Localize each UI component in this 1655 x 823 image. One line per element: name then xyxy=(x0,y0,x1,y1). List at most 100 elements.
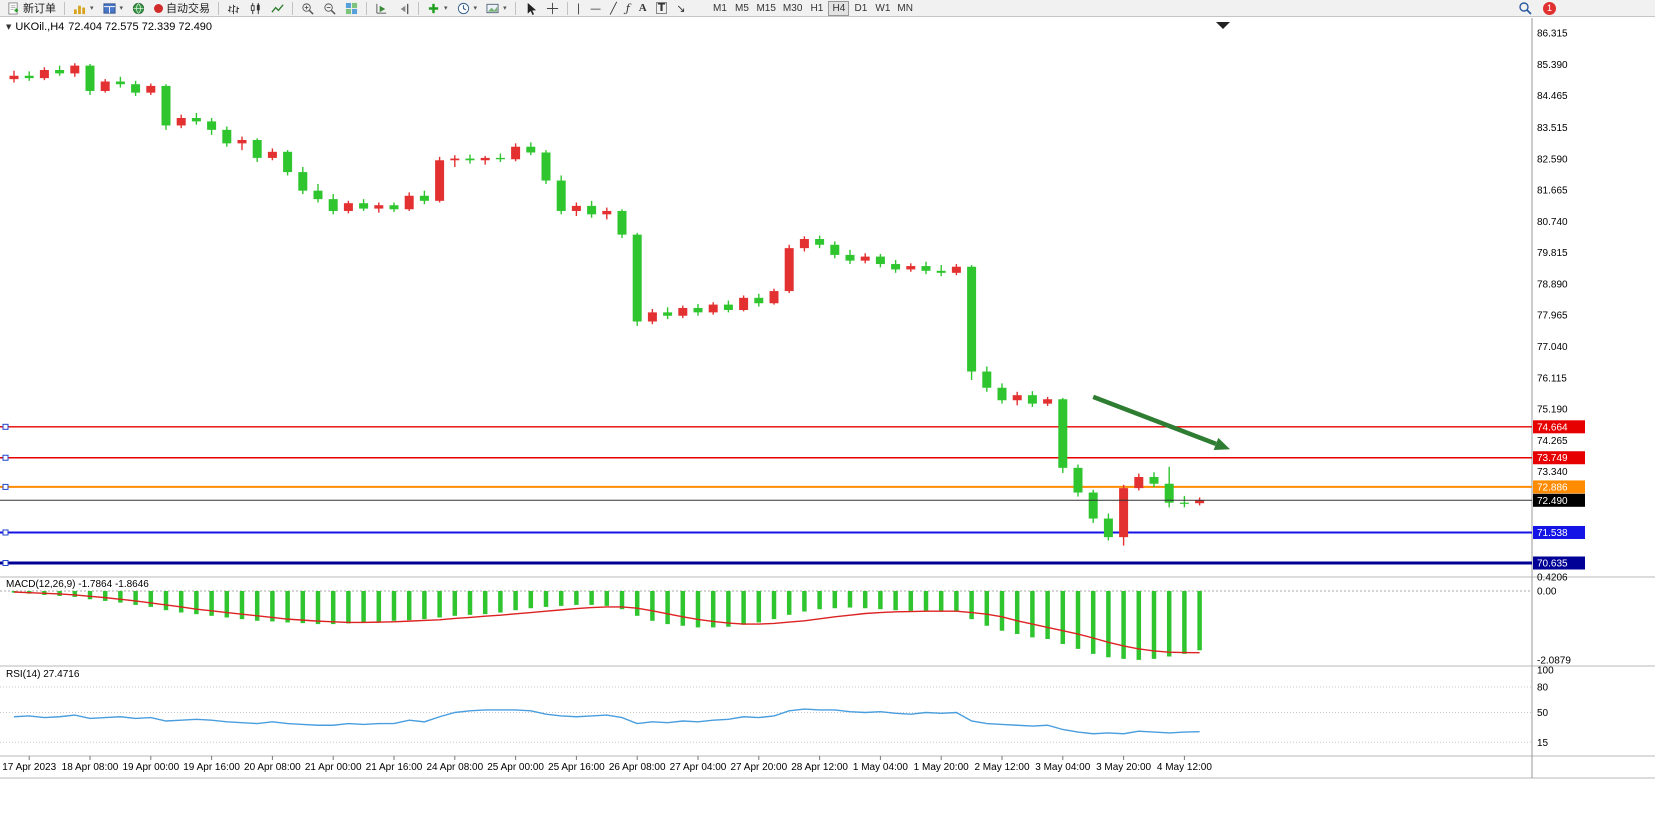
templates-button[interactable]: ▾ xyxy=(482,1,511,16)
toolbar-separator xyxy=(64,1,65,15)
timeframe-button-M30[interactable]: M30 xyxy=(780,1,805,16)
svg-text:3 May 04:00: 3 May 04:00 xyxy=(1035,762,1090,773)
timeframe-button-H1[interactable]: H1 xyxy=(806,1,827,16)
timeframe-button-M5[interactable]: M5 xyxy=(731,1,752,16)
svg-text:85.390: 85.390 xyxy=(1537,60,1568,71)
macd-indicator-label: MACD(12,26,9) -1.7864 -1.8646 xyxy=(6,579,149,590)
timeframe-button-D1[interactable]: D1 xyxy=(850,1,871,16)
bar-chart-icon xyxy=(227,4,240,14)
svg-text:73.749: 73.749 xyxy=(1537,453,1568,464)
search-button[interactable] xyxy=(1514,1,1536,16)
candlestick-icon xyxy=(250,2,260,14)
trend-arrow[interactable] xyxy=(1092,394,1230,450)
svg-text:25 Apr 00:00: 25 Apr 00:00 xyxy=(487,762,544,773)
chart-title: ▼ UKOil.,H4 72.404 72.575 72.339 72.490 xyxy=(6,21,212,33)
tile-windows-button[interactable] xyxy=(341,1,362,16)
profiles-button[interactable]: ▾ xyxy=(99,1,128,16)
text-icon: A xyxy=(638,1,647,14)
crosshair-button[interactable] xyxy=(542,1,563,16)
timeframe-button-M15[interactable]: M15 xyxy=(753,1,778,16)
timeframe-button-M1[interactable]: M1 xyxy=(709,1,730,16)
data-window-button[interactable] xyxy=(128,1,149,16)
svg-text:86.315: 86.315 xyxy=(1537,29,1568,40)
bar-chart-button[interactable] xyxy=(223,1,244,16)
cursor-icon xyxy=(527,2,536,15)
cursor-button[interactable] xyxy=(520,1,541,16)
chart-shift-icon xyxy=(400,3,409,14)
timeframe-group: M1 M5 M15 M30 H1 H4 D1 W1 MN xyxy=(709,0,916,16)
svg-text:0.00: 0.00 xyxy=(1537,587,1557,598)
autotrading-icon xyxy=(154,3,164,13)
line-chart-button[interactable] xyxy=(267,1,288,16)
svg-text:74.265: 74.265 xyxy=(1537,436,1568,447)
new-chart-button[interactable]: ▾ xyxy=(69,1,98,16)
svg-text:76.115: 76.115 xyxy=(1537,373,1567,384)
new-order-label: 新订单 xyxy=(23,3,56,15)
chart-shift-marker[interactable] xyxy=(1216,22,1230,29)
toolbar-separator xyxy=(366,1,368,15)
chevron-down-icon: ▾ xyxy=(119,4,124,12)
auto-scroll-icon xyxy=(376,3,387,14)
svg-text:27 Apr 20:00: 27 Apr 20:00 xyxy=(730,762,787,773)
svg-text:21 Apr 16:00: 21 Apr 16:00 xyxy=(366,762,423,773)
horizontal-line-icon: — xyxy=(590,1,602,15)
macd-panel xyxy=(0,590,1532,660)
zoom-in-button[interactable] xyxy=(297,1,318,16)
toolbar-separator xyxy=(514,1,516,15)
main-toolbar: 新订单 ▾ ▾ 自动交易 ▾ xyxy=(0,0,1655,17)
svg-text:78.890: 78.890 xyxy=(1537,279,1568,290)
zoom-out-button[interactable] xyxy=(319,1,340,16)
indicators-icon xyxy=(428,3,439,13)
new-order-button[interactable]: 新订单 xyxy=(3,1,60,16)
svg-text:21 Apr 00:00: 21 Apr 00:00 xyxy=(305,762,362,773)
tile-windows-icon xyxy=(345,2,358,14)
svg-text:72.886: 72.886 xyxy=(1537,482,1568,493)
rsi-panel xyxy=(0,686,1532,743)
vertical-line-tool-button[interactable]: ∣ xyxy=(572,1,586,16)
timeframe-button-W1[interactable]: W1 xyxy=(872,1,893,16)
chart-symbol-period: UKOil.,H4 xyxy=(15,21,65,33)
candlestick-series[interactable] xyxy=(9,63,1205,546)
svg-text:28 Apr 12:00: 28 Apr 12:00 xyxy=(791,762,848,773)
svg-text:19 Apr 16:00: 19 Apr 16:00 xyxy=(183,762,240,773)
search-icon xyxy=(1519,2,1532,15)
svg-text:19 Apr 00:00: 19 Apr 00:00 xyxy=(122,762,179,773)
svg-text:3 May 20:00: 3 May 20:00 xyxy=(1096,762,1151,773)
timeframe-button-H4[interactable]: H4 xyxy=(828,0,850,16)
chart-collapse-icon[interactable]: ▼ xyxy=(6,23,12,31)
chevron-down-icon: ▾ xyxy=(503,4,507,12)
profiles-icon xyxy=(102,2,116,14)
timeframe-button-MN[interactable]: MN xyxy=(894,1,916,16)
svg-text:20 Apr 08:00: 20 Apr 08:00 xyxy=(244,762,301,773)
svg-text:0.4206: 0.4206 xyxy=(1537,573,1568,584)
label-tool-button[interactable]: T xyxy=(652,1,672,16)
arrows-tool-button[interactable]: ↘ xyxy=(672,1,689,16)
price-axis: 86.315 85.390 84.465 83.515 82.590 81.665 80.7… xyxy=(1537,29,1571,749)
zoom-in-icon xyxy=(302,2,314,15)
trendline-tool-button[interactable]: ╱ xyxy=(606,1,621,16)
horizontal-line-tool-button[interactable]: — xyxy=(586,1,605,16)
indicators-button[interactable]: ▾ xyxy=(423,1,452,16)
chart-shift-button[interactable] xyxy=(393,1,414,16)
notification-badge[interactable]: 1 xyxy=(1543,1,1556,15)
svg-text:50: 50 xyxy=(1537,708,1549,719)
auto-scroll-button[interactable] xyxy=(371,1,392,16)
toolbar-separator xyxy=(418,1,420,15)
toolbar-separator xyxy=(566,1,568,15)
text-tool-button[interactable]: A xyxy=(635,1,651,16)
zoom-out-icon xyxy=(324,2,336,15)
trendline-icon: ╱ xyxy=(610,1,617,15)
svg-text:-2.0879: -2.0879 xyxy=(1537,656,1571,667)
autotrading-button[interactable]: 自动交易 xyxy=(150,1,214,16)
time-axis[interactable]: 17 Apr 2023 18 Apr 08:00 19 Apr 00:00 19 Ap… xyxy=(2,756,1212,773)
chart-ohlc-values: 72.404 72.575 72.339 72.490 xyxy=(68,21,213,33)
svg-text:79.815: 79.815 xyxy=(1537,248,1568,259)
svg-text:74.664: 74.664 xyxy=(1537,422,1568,433)
periods-button[interactable]: ▾ xyxy=(453,1,482,16)
fibonacci-icon: ƒ xyxy=(625,1,630,15)
candlestick-chart-button[interactable] xyxy=(245,1,266,16)
svg-text:27 Apr 04:00: 27 Apr 04:00 xyxy=(670,762,727,773)
fibonacci-tool-button[interactable]: ƒ xyxy=(622,1,634,16)
new-order-icon xyxy=(8,1,19,15)
